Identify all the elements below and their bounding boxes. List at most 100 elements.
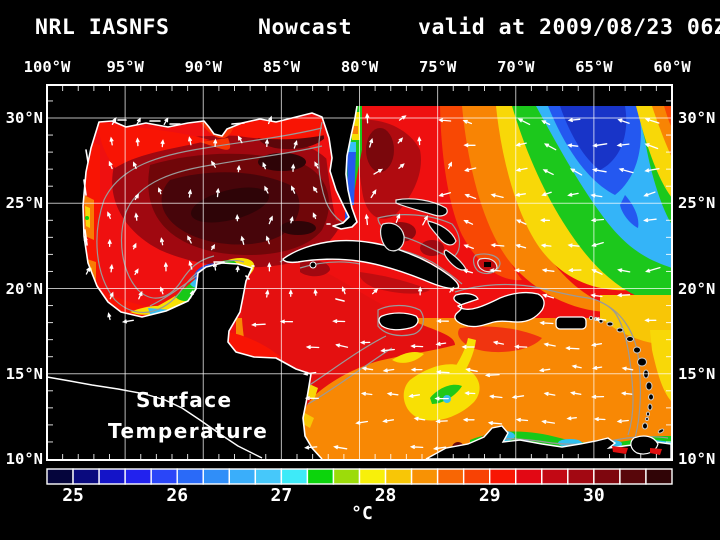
wind-vector-icon — [590, 293, 603, 298]
wind-vector-icon — [134, 212, 139, 221]
wind-vector-icon — [265, 235, 270, 245]
wind-vector-icon — [565, 346, 580, 351]
wind-vector-icon — [644, 117, 660, 124]
wind-vector-icon — [108, 160, 113, 170]
wind-vector-icon — [268, 215, 273, 225]
colorbar-cell — [98, 468, 126, 485]
wind-vector-icon — [159, 237, 164, 246]
wind-vector-icon — [541, 191, 552, 197]
wind-vector-icon — [436, 319, 449, 324]
island-hispaniola — [453, 291, 545, 328]
wind-vector-icon — [288, 289, 293, 297]
wind-vector-icon — [515, 219, 527, 225]
wind-vectors — [83, 112, 661, 451]
colorbar-cell — [436, 468, 465, 485]
islands — [282, 198, 672, 460]
wind-vector-icon — [542, 293, 555, 299]
wind-vector-icon — [435, 370, 450, 375]
colorbar-cell — [541, 468, 569, 485]
lat-tick-label-left: 20°N — [5, 279, 43, 298]
wind-vector-icon — [435, 419, 448, 424]
wind-vector-icon — [590, 342, 603, 347]
colorbar-tick-label: 28 — [374, 485, 397, 506]
colorbar-unit-label: °C — [351, 503, 373, 524]
wind-vector-icon — [364, 213, 369, 226]
gridlines — [47, 85, 672, 460]
wind-vector-icon — [189, 289, 194, 299]
wind-vector-icon — [566, 416, 577, 421]
wind-vector-icon — [267, 115, 273, 125]
wind-vector-icon — [235, 265, 240, 273]
colorbar-tick-label: 29 — [478, 485, 501, 506]
wind-vector-icon — [568, 268, 582, 273]
wind-vector-icon — [590, 218, 605, 223]
wind-vector-icon — [159, 286, 164, 295]
wind-vector-icon — [333, 445, 348, 450]
wind-vector-icon — [593, 417, 606, 422]
wind-vector-icon — [617, 268, 631, 273]
wind-vector-icon — [83, 235, 88, 245]
wind-vector-icon — [395, 213, 401, 224]
wind-vector-icon — [570, 391, 582, 396]
wind-vector-icon — [398, 163, 405, 169]
wind-vector-icon — [235, 214, 240, 222]
wind-vector-icon — [447, 161, 452, 169]
lon-tick-label: 65°W — [575, 58, 613, 76]
lat-tick-label-left: 10°N — [5, 450, 43, 468]
wind-vector-icon — [163, 117, 169, 126]
wind-vector-icon — [134, 268, 139, 276]
colorbar — [46, 468, 673, 485]
wind-vector-icon — [267, 262, 272, 272]
title-product: Nowcast — [258, 15, 353, 40]
colorbar-cell — [410, 468, 439, 485]
wind-vector-icon — [449, 286, 455, 293]
wind-vector-icon — [645, 266, 661, 273]
wind-vector-icon — [543, 143, 557, 151]
wind-vector-icon — [490, 243, 505, 248]
wind-vector-icon — [542, 169, 554, 176]
colorbar-cell — [593, 468, 621, 485]
wind-vector-icon — [355, 420, 369, 425]
wind-vector-icon — [594, 317, 607, 322]
wind-vector-icon — [397, 137, 404, 144]
colorbar-cell — [332, 468, 361, 485]
wind-vector-icon — [135, 137, 140, 147]
wind-vector-icon — [264, 185, 269, 194]
wind-vector-icon — [591, 241, 604, 247]
colorbar-tick-label: 25 — [62, 485, 84, 506]
colorbar-cell — [462, 468, 491, 485]
wind-vector-icon — [107, 211, 111, 220]
wind-vector-icon — [417, 136, 422, 146]
wind-vector-icon — [618, 167, 634, 174]
wind-vector-icon — [335, 343, 349, 348]
colorbar-cell — [567, 468, 595, 485]
colorbar-cell — [306, 468, 335, 485]
wind-vector-icon — [291, 163, 296, 172]
wind-vector-icon — [279, 319, 294, 324]
wind-vector-icon — [538, 368, 551, 373]
wind-vector-icon — [620, 391, 633, 396]
lesser-antilles — [588, 315, 665, 434]
wind-vector-icon — [418, 286, 423, 296]
wind-vector-icon — [188, 260, 193, 270]
wind-vector-icon — [616, 419, 629, 424]
wind-vector-icon — [305, 345, 320, 350]
wind-vector-icon — [644, 143, 659, 150]
wind-vector-icon — [111, 116, 117, 125]
wind-vector-icon — [463, 143, 476, 148]
wind-vector-icon — [539, 218, 551, 223]
wind-vector-icon — [215, 187, 220, 198]
wind-vector-icon — [463, 219, 474, 225]
wind-vector-icon — [484, 373, 500, 378]
wind-vector-icon — [435, 341, 447, 346]
wind-vector-icon — [187, 188, 192, 198]
colorbar-cell — [619, 468, 647, 485]
wind-vector-icon — [210, 244, 216, 251]
wind-vector-icon — [386, 391, 399, 396]
wind-vector-icon — [461, 344, 475, 349]
wind-vector-icon — [464, 391, 476, 396]
wind-vector-icon — [304, 445, 318, 450]
colorbar-cell — [489, 468, 517, 485]
wind-vector-icon — [312, 212, 317, 220]
